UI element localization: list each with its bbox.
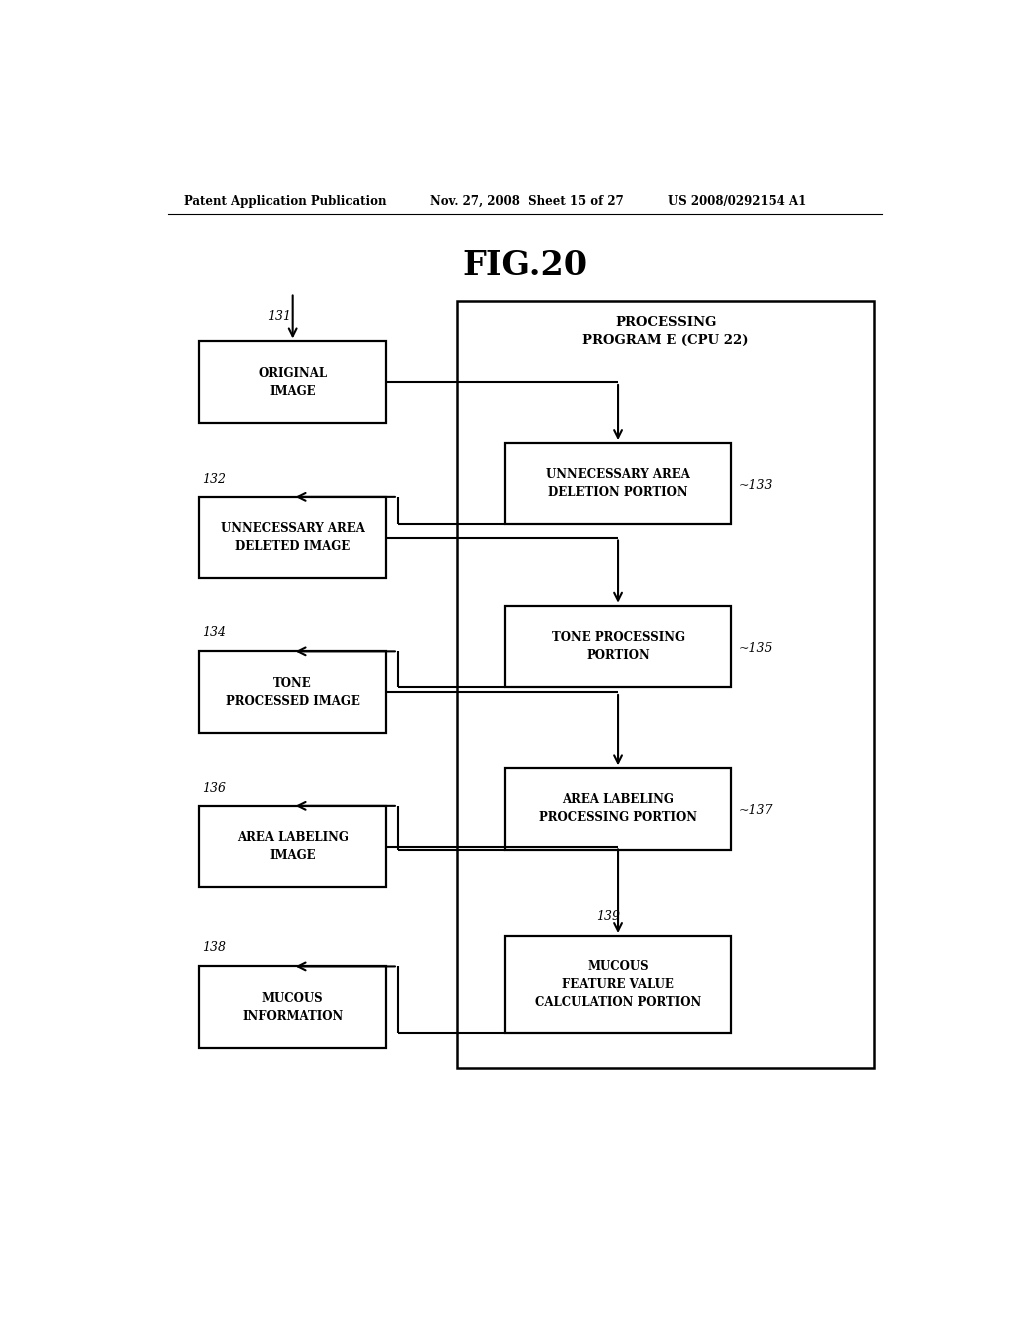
Text: UNNECESSARY AREA
DELETION PORTION: UNNECESSARY AREA DELETION PORTION: [546, 469, 690, 499]
Text: 134: 134: [202, 626, 226, 639]
Text: PROCESSING
PROGRAM E (CPU 22): PROCESSING PROGRAM E (CPU 22): [583, 315, 749, 347]
Text: 138: 138: [202, 941, 226, 954]
Text: Nov. 27, 2008  Sheet 15 of 27: Nov. 27, 2008 Sheet 15 of 27: [430, 194, 624, 207]
Bar: [200, 651, 386, 733]
Text: TONE PROCESSING
PORTION: TONE PROCESSING PORTION: [552, 631, 685, 661]
Bar: [458, 301, 873, 1068]
Bar: [505, 444, 731, 524]
Text: AREA LABELING
IMAGE: AREA LABELING IMAGE: [237, 832, 348, 862]
Text: FIG.20: FIG.20: [462, 248, 588, 281]
Bar: [505, 768, 731, 850]
Text: ~133: ~133: [739, 479, 773, 492]
Text: 139: 139: [596, 909, 621, 923]
Text: ~137: ~137: [739, 804, 773, 817]
Text: 132: 132: [202, 473, 226, 486]
Text: ORIGINAL
IMAGE: ORIGINAL IMAGE: [258, 367, 328, 397]
Bar: [200, 966, 386, 1048]
Bar: [200, 496, 386, 578]
Text: Patent Application Publication: Patent Application Publication: [183, 194, 386, 207]
Text: AREA LABELING
PROCESSING PORTION: AREA LABELING PROCESSING PORTION: [539, 793, 697, 825]
Text: US 2008/0292154 A1: US 2008/0292154 A1: [668, 194, 806, 207]
Bar: [200, 805, 386, 887]
Bar: [505, 936, 731, 1032]
Text: UNNECESSARY AREA
DELETED IMAGE: UNNECESSARY AREA DELETED IMAGE: [221, 521, 365, 553]
Text: 131: 131: [267, 310, 291, 323]
Text: ~135: ~135: [739, 642, 773, 655]
Text: 136: 136: [202, 781, 226, 795]
Text: MUCOUS
INFORMATION: MUCOUS INFORMATION: [242, 991, 343, 1023]
Bar: [505, 606, 731, 686]
Text: TONE
PROCESSED IMAGE: TONE PROCESSED IMAGE: [225, 677, 359, 708]
Bar: [200, 342, 386, 422]
Text: MUCOUS
FEATURE VALUE
CALCULATION PORTION: MUCOUS FEATURE VALUE CALCULATION PORTION: [535, 960, 701, 1008]
